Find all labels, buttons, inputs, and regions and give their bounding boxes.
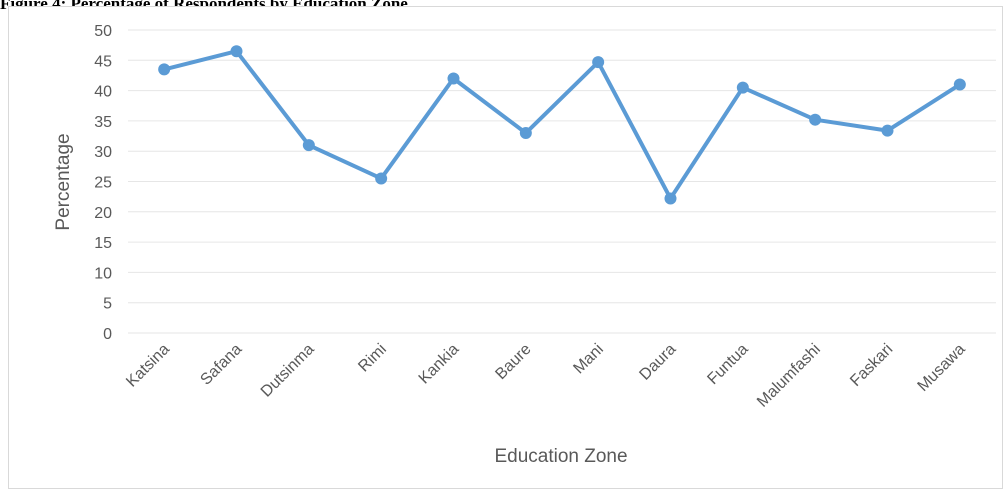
x-tick-label: Faskari bbox=[847, 341, 896, 390]
y-axis-title: Percentage bbox=[53, 133, 74, 230]
data-point bbox=[302, 139, 315, 152]
data-point bbox=[881, 124, 894, 137]
y-tick-label: 5 bbox=[103, 296, 112, 313]
x-tick-label: Dutsinma bbox=[258, 341, 318, 401]
y-tick-label: 45 bbox=[94, 53, 112, 70]
y-axis-ticks: 0 5 10 15 20 25 30 35 40 45 50 bbox=[94, 23, 112, 343]
x-tick-label: Katsina bbox=[123, 341, 173, 391]
y-tick-label: 0 bbox=[103, 326, 112, 343]
x-tick-label: Mani bbox=[570, 341, 607, 378]
series bbox=[158, 45, 966, 205]
x-tick-label: Musawa bbox=[915, 341, 969, 395]
y-tick-label: 35 bbox=[94, 114, 112, 131]
y-tick-label: 25 bbox=[94, 175, 112, 192]
data-point bbox=[736, 81, 749, 94]
x-tick-label: Rimi bbox=[355, 341, 390, 376]
data-point bbox=[592, 56, 605, 69]
x-tick-label: Funtua bbox=[704, 341, 751, 388]
data-point bbox=[447, 72, 460, 85]
y-tick-label: 50 bbox=[94, 23, 112, 40]
y-tick-label: 30 bbox=[94, 144, 112, 161]
y-tick-label: 20 bbox=[94, 205, 112, 222]
data-point bbox=[519, 127, 532, 140]
data-point bbox=[375, 172, 388, 185]
data-point bbox=[953, 78, 966, 91]
gridlines bbox=[128, 29, 996, 334]
x-axis-title: Education Zone bbox=[494, 446, 627, 467]
y-tick-label: 40 bbox=[94, 84, 112, 101]
x-tick-label: Baure bbox=[492, 341, 534, 383]
data-point bbox=[809, 113, 822, 126]
chart-frame bbox=[8, 6, 1003, 489]
data-point bbox=[664, 192, 677, 205]
series-line bbox=[163, 49, 961, 201]
x-tick-label: Malumfashi bbox=[754, 341, 824, 411]
x-tick-label: Safana bbox=[197, 341, 245, 389]
x-tick-label: Daura bbox=[636, 341, 679, 384]
y-tick-label: 15 bbox=[94, 235, 112, 252]
data-point bbox=[230, 45, 243, 58]
x-axis-ticks: Katsina Safana Dutsinma Rimi Kankia Baure Mani… bbox=[123, 341, 969, 411]
data-point bbox=[158, 63, 171, 76]
x-tick-label: Kankia bbox=[416, 341, 463, 388]
y-tick-label: 10 bbox=[94, 265, 112, 282]
